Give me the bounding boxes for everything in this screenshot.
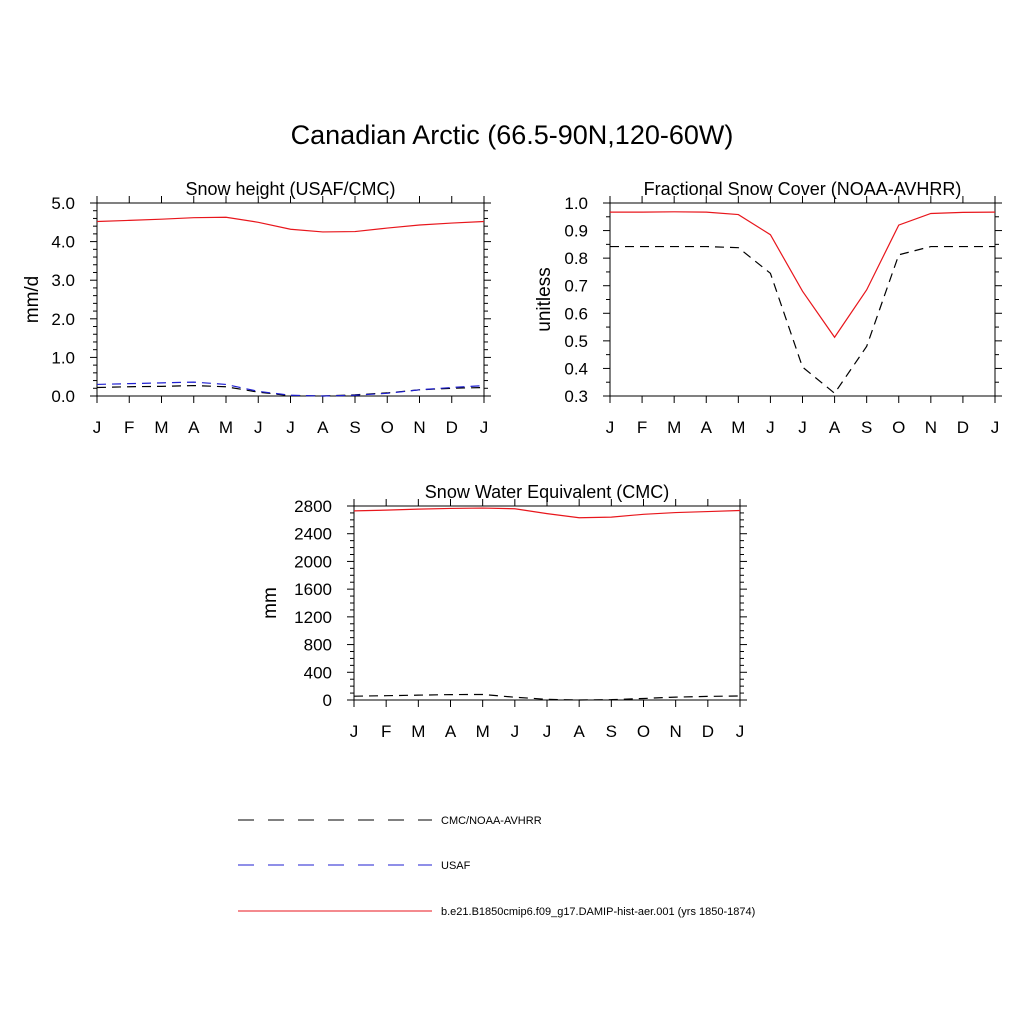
x-tick-label: M [411,722,425,741]
series-line-2 [353,693,741,701]
y-tick-label: 0.0 [51,387,75,406]
y-tick-label: 4.0 [51,233,75,252]
x-tick-label: S [349,418,360,437]
y-axis-label: mm [260,587,281,619]
y-tick-label: 0.4 [564,359,588,378]
x-tick-label: N [413,418,425,437]
x-tick-label: J [736,722,745,741]
x-tick-label: M [154,418,168,437]
y-tick-label: 0.8 [564,249,588,268]
x-tick-label: J [480,418,489,437]
legend-label: CMC/NOAA-AVHRR [441,815,542,827]
y-tick-label: 0.9 [564,222,588,241]
x-tick-label: J [766,418,775,437]
x-tick-label: J [798,418,807,437]
x-tick-label: J [511,722,520,741]
x-tick-label: O [892,418,905,437]
chart-panel-3: Snow Water Equivalent (CMC) mm 0 400 800 1200… [260,482,747,741]
x-tick-label: M [219,418,233,437]
x-tick-label: J [991,418,1000,437]
y-tick-label: 2.0 [51,310,75,329]
series-line-2 [610,245,995,395]
y-tick-label: 5.0 [51,194,75,213]
panel-title: Fractional Snow Cover (NOAA-AVHRR) [644,179,962,199]
x-tick-label: A [188,418,200,437]
x-tick-label: A [445,722,457,741]
x-tick-label: D [446,418,458,437]
y-tick-label: 0 [323,691,332,710]
x-tick-label: N [670,722,682,741]
x-tick-label: J [350,722,359,741]
y-tick-label: 2800 [294,497,332,516]
x-tick-label: S [606,722,617,741]
x-tick-label: J [286,418,295,437]
x-tick-label: J [254,418,263,437]
x-tick-label: N [925,418,937,437]
x-tick-label: A [317,418,329,437]
y-tick-label: 400 [304,663,332,682]
x-tick-label: M [476,722,490,741]
y-tick-label: 1600 [294,580,332,599]
plot-frame [609,202,996,397]
x-tick-label: F [124,418,134,437]
y-tick-label: 0.3 [564,387,588,406]
y-tick-label: 2000 [294,552,332,571]
x-tick-label: D [702,722,714,741]
y-tick-label: 800 [304,636,332,655]
x-tick-label: J [543,722,552,741]
panel-title: Snow height (USAF/CMC) [185,179,395,199]
x-tick-label: O [381,418,394,437]
x-tick-label: J [93,418,102,437]
x-tick-label: O [637,722,650,741]
y-tick-label: 2400 [294,525,332,544]
y-tick-label: 0.6 [564,304,588,323]
x-tick-label: M [667,418,681,437]
legend: CMC/NOAA-AVHRR USAF b.e21.B1850cmip6.f09_g… [238,815,755,918]
x-tick-label: J [606,418,615,437]
y-tick-label: 0.5 [564,332,588,351]
figure-title: Canadian Arctic (66.5-90N,120-60W) [290,120,734,150]
y-tick-label: 1.0 [51,348,75,367]
plot-frame [353,505,741,701]
x-tick-label: D [957,418,969,437]
chart-panel-1: Snow height (USAF/CMC) mm/d 0.0 1.0 2.0 3.0 4.… [22,179,491,437]
x-tick-label: M [731,418,745,437]
series-line-2 [96,384,485,397]
x-tick-label: A [573,722,585,741]
chart-panel-2: Fractional Snow Cover (NOAA-AVHRR) unitle… [534,179,1002,437]
x-tick-label: A [829,418,841,437]
y-tick-label: 1.0 [564,194,588,213]
plot-frame [96,202,485,397]
legend-label: b.e21.B1850cmip6.f09_g17.DAMIP-hist-aer.… [441,906,755,918]
series-line-1 [96,216,485,233]
x-tick-label: F [381,722,391,741]
series-line-1 [353,507,741,519]
y-tick-label: 0.7 [564,277,588,296]
x-tick-label: F [637,418,647,437]
y-tick-label: 3.0 [51,271,75,290]
y-axis-label: unitless [534,267,555,331]
x-tick-label: A [701,418,713,437]
series-line-3 [96,381,485,397]
series-line-1 [610,211,996,339]
legend-label: USAF [441,860,471,872]
panel-title: Snow Water Equivalent (CMC) [425,482,669,502]
y-axis-label: mm/d [22,276,43,324]
x-tick-label: S [861,418,872,437]
y-tick-label: 1200 [294,608,332,627]
